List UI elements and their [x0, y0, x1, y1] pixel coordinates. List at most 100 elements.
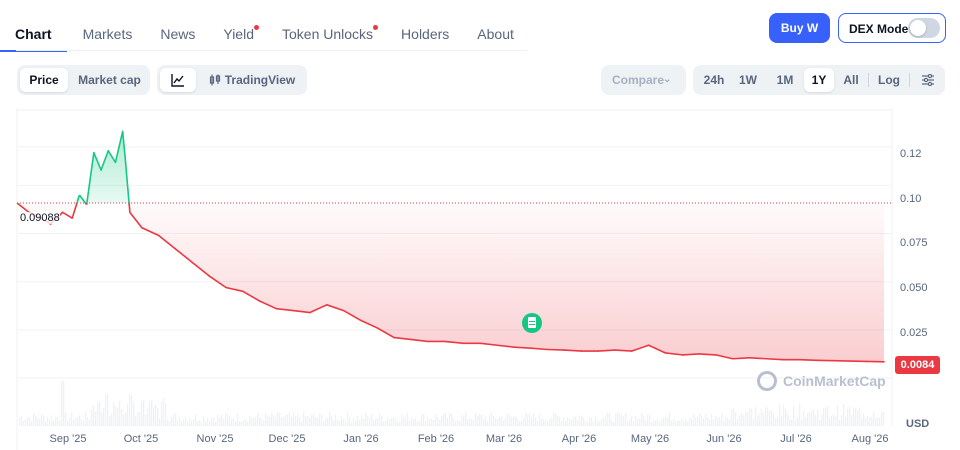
price-chart[interactable] — [0, 108, 960, 450]
volume-bar — [237, 413, 239, 426]
tab-news[interactable]: News — [160, 14, 195, 50]
price-line-segment — [241, 290, 261, 302]
volume-bar — [801, 419, 803, 426]
price-line-segment — [225, 286, 244, 293]
top-nav: Chart Markets News Yield Token Unlocks Holder… — [0, 0, 960, 52]
range-all[interactable]: All — [843, 73, 859, 87]
volume-bar — [665, 416, 667, 426]
volume-bar — [473, 420, 475, 426]
volume-bar — [699, 413, 701, 426]
range-1m[interactable]: 1M — [776, 73, 794, 87]
volume-bar — [485, 416, 487, 426]
volume-bar — [331, 415, 333, 426]
tab-holders[interactable]: Holders — [401, 14, 449, 50]
volume-bar — [567, 417, 569, 426]
volume-bar — [221, 414, 223, 426]
price-line-segment — [479, 342, 499, 347]
range-24h[interactable]: 24h — [703, 73, 725, 87]
volume-bar — [627, 421, 629, 426]
volume-bar — [535, 417, 537, 426]
market-cap-button[interactable]: Market cap — [78, 73, 141, 87]
volume-bar — [581, 415, 583, 426]
volume-bar — [37, 417, 39, 426]
volume-bar — [313, 414, 315, 426]
volume-bar — [853, 407, 855, 426]
volume-bar — [209, 420, 211, 426]
price-button[interactable]: Price — [20, 68, 68, 92]
tab-yield[interactable]: Yield — [223, 14, 259, 50]
volume-bar — [21, 416, 23, 426]
volume-bar — [705, 414, 707, 426]
volume-bar — [637, 418, 639, 426]
log-divider — [909, 73, 910, 87]
volume-bar — [595, 415, 597, 426]
volume-bar — [203, 415, 205, 426]
volume-bar — [649, 414, 651, 426]
volume-bar — [557, 415, 559, 426]
volume-bar — [125, 411, 127, 426]
dex-toggle-switch[interactable] — [908, 18, 940, 38]
volume-bar — [653, 419, 655, 426]
volume-bar — [425, 421, 427, 426]
volume-bar — [849, 406, 851, 426]
volume-bar — [695, 417, 697, 426]
tab-token-unlocks[interactable]: Token Unlocks — [282, 14, 379, 50]
volume-bar — [797, 417, 799, 426]
volume-bar — [415, 418, 417, 426]
volume-bar — [477, 415, 479, 426]
volume-bar — [553, 412, 555, 426]
price-line-segment — [61, 211, 74, 219]
volume-bar — [469, 418, 471, 426]
volume-bar — [229, 415, 231, 426]
price-line-segment — [631, 344, 650, 352]
price-line-segment — [376, 327, 395, 339]
range-1y[interactable]: 1Y — [804, 68, 834, 92]
volume-bar — [603, 417, 605, 426]
volume-bar — [577, 419, 579, 426]
tab-markets[interactable]: Markets — [83, 14, 133, 50]
volume-bar — [281, 417, 283, 426]
settings-button[interactable] — [915, 68, 941, 92]
tab-chart[interactable]: Chart — [0, 14, 67, 52]
volume-bar — [777, 416, 779, 426]
volume-bar — [399, 421, 401, 426]
current-price-tag: 0.0084 — [895, 356, 940, 374]
volume-bar — [451, 413, 453, 426]
compare-dropdown[interactable]: Compare ⌄ — [601, 65, 686, 95]
price-line-segment — [107, 149, 117, 164]
volume-bar — [681, 418, 683, 426]
volume-bar — [397, 421, 399, 426]
volume-bar — [411, 417, 413, 426]
line-chart-button[interactable] — [160, 68, 196, 92]
volume-bar — [257, 412, 259, 426]
tab-about[interactable]: About — [477, 14, 514, 50]
volume-bar — [497, 418, 499, 426]
volume-bar — [293, 412, 295, 426]
volume-bar — [445, 412, 447, 426]
volume-bar — [877, 417, 879, 426]
volume-bar — [555, 413, 557, 426]
volume-bar — [651, 421, 653, 426]
volume-bar — [457, 419, 459, 426]
tradingview-button[interactable]: TradingView — [203, 68, 301, 92]
dex-mode-toggle[interactable]: DEX Mode — [838, 13, 946, 43]
volume-bar — [165, 403, 167, 426]
volume-bar — [657, 418, 659, 426]
below-open-area — [17, 202, 884, 362]
volume-bar — [501, 416, 503, 426]
volume-bar — [163, 398, 165, 426]
news-marker-icon[interactable] — [522, 313, 542, 333]
volume-bar — [265, 413, 267, 426]
volume-bar — [33, 413, 35, 426]
volume-bar — [315, 416, 317, 426]
volume-bar — [55, 416, 57, 426]
range-1w[interactable]: 1W — [739, 73, 757, 87]
notification-dot-icon — [373, 25, 379, 30]
log-button[interactable]: Log — [878, 73, 900, 87]
buy-button[interactable]: Buy W — [769, 13, 830, 43]
volume-bar — [759, 413, 761, 426]
volume-bar — [111, 413, 113, 426]
price-line-segment — [647, 344, 667, 354]
volume-bar — [303, 412, 305, 426]
volume-bar — [643, 416, 645, 426]
